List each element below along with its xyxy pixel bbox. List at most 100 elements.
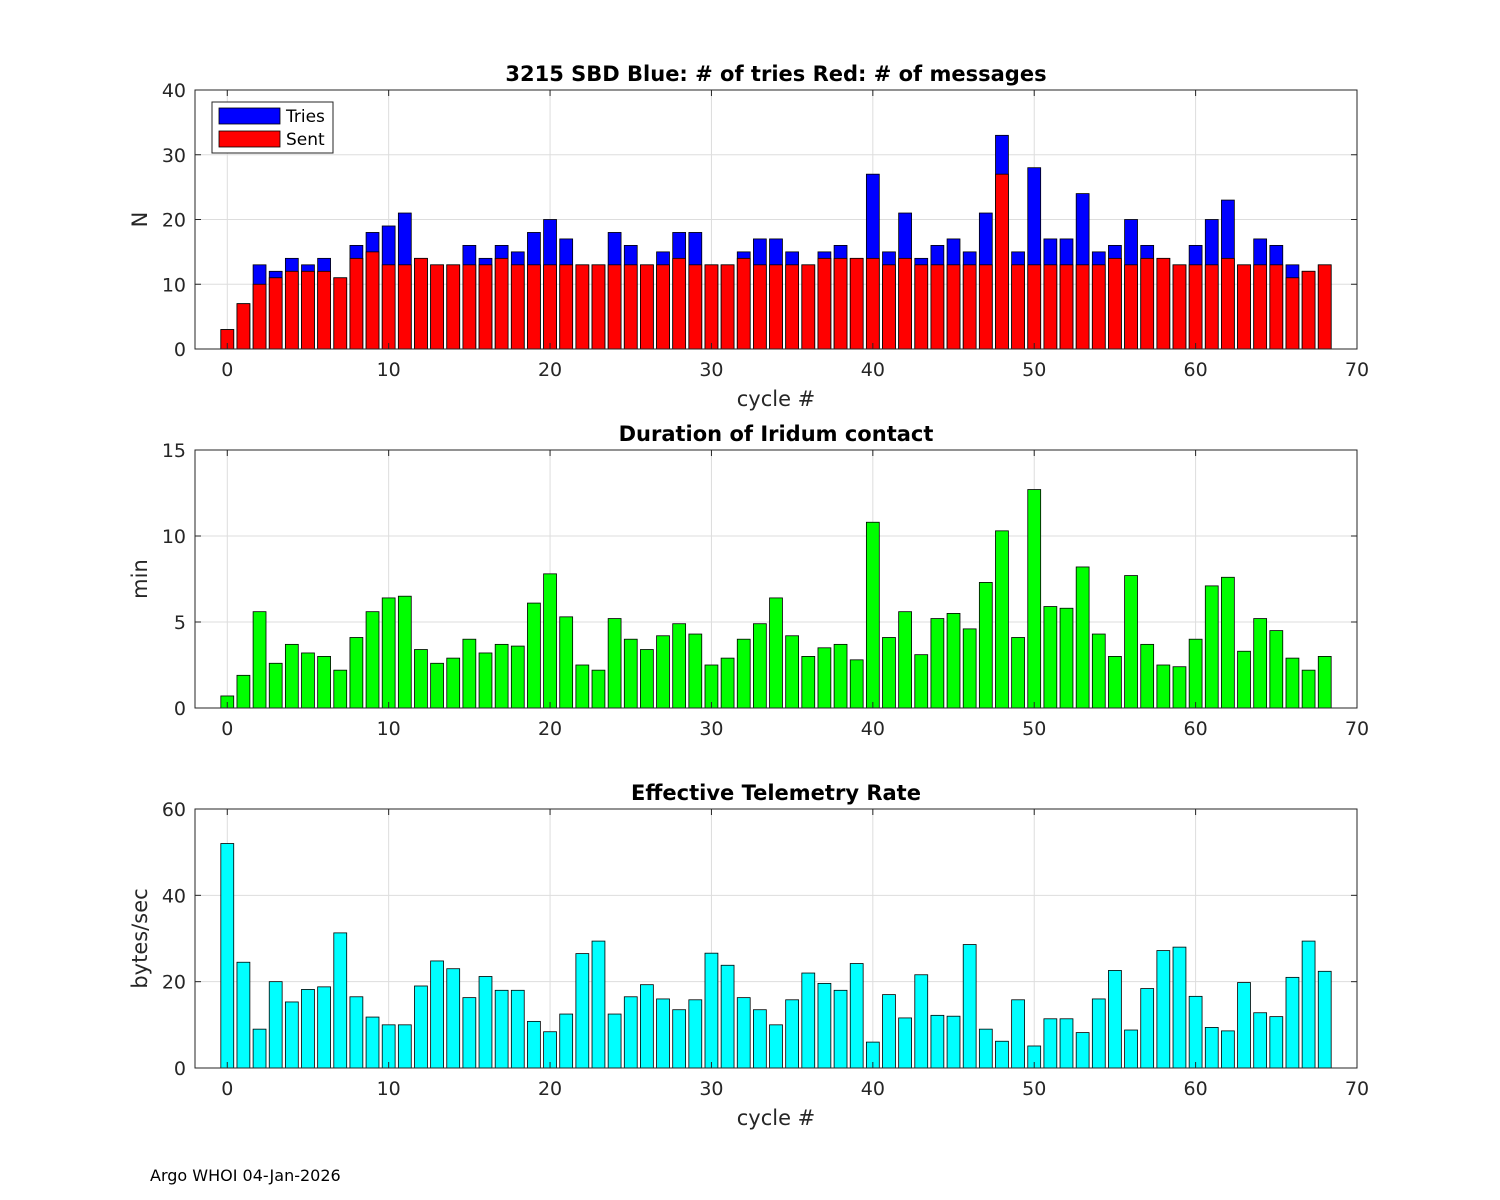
panel2-bar	[623, 638, 638, 709]
panel2-bar	[333, 669, 348, 709]
panel3-bar	[1140, 988, 1155, 1069]
panel3-xtick-label: 70	[1345, 1078, 1369, 1100]
panel2-bar	[882, 637, 896, 709]
panel3-bar	[753, 1009, 767, 1069]
panel2-bar	[591, 669, 606, 709]
panel1-xtick-label: 10	[377, 359, 401, 381]
panel2-bar	[607, 618, 622, 709]
panel3-bar	[688, 999, 703, 1069]
panel3-bar	[349, 996, 364, 1069]
panel3-bar	[1269, 1016, 1284, 1069]
panel3-bar	[995, 1040, 1009, 1069]
panel2-bar	[1091, 633, 1106, 709]
panel2-bar	[817, 647, 832, 709]
panel3-xlabel: cycle #	[737, 1106, 816, 1130]
panel1-bar-sent	[640, 264, 654, 350]
panel1-bar-sent	[559, 264, 574, 350]
panel2-xtick-label: 50	[1022, 718, 1046, 740]
panel1-bar-sent	[962, 264, 977, 350]
panel1-bar-sent	[849, 257, 864, 350]
panel2-bar	[559, 616, 574, 709]
panel3-bar	[220, 843, 235, 1069]
panel2-bar	[462, 638, 477, 709]
panel1-bar-sent	[769, 264, 783, 350]
panel3-bar	[801, 972, 816, 1069]
panel3-bar	[381, 1024, 396, 1069]
panel2-bar	[914, 654, 929, 709]
panel1-bar-sent	[1075, 264, 1090, 350]
panel3-bar	[1204, 1027, 1219, 1069]
panel2-bar	[849, 659, 864, 709]
panel1-ytick-label: 20	[162, 210, 186, 232]
panel3-bar	[704, 952, 719, 1069]
panel3-bar	[656, 998, 670, 1069]
panel3-bar	[494, 989, 509, 1069]
panel2-bar	[930, 618, 945, 709]
panel1-ytick-label: 30	[162, 145, 186, 167]
panel1-bar-sent	[1027, 264, 1042, 350]
panel2-xtick-label: 30	[699, 718, 723, 740]
panel2-bar	[688, 633, 703, 709]
panel1-bar-sent	[1156, 257, 1171, 350]
panel3-bar	[769, 1024, 783, 1069]
panel2-bar	[494, 643, 509, 709]
panel1-bar-sent	[527, 264, 541, 350]
panel3-bar	[898, 1017, 912, 1069]
panel3-bar	[962, 944, 977, 1069]
panel3-bar	[301, 989, 315, 1069]
panel1-bar-sent	[1269, 264, 1284, 350]
panel2-bar	[946, 613, 961, 709]
panel1-bar-sent	[688, 264, 703, 350]
panel1-bar-sent	[268, 277, 283, 350]
panel3-bar	[1091, 998, 1106, 1069]
panel3-bar	[914, 974, 929, 1069]
panel3-bar	[575, 953, 590, 1069]
panel3-title: Effective Telemetry Rate	[631, 781, 921, 805]
panel3-bar	[252, 1028, 267, 1069]
panel2-title: Duration of Iridum contact	[619, 422, 934, 446]
panel2-bar	[1172, 666, 1187, 709]
panel1-bar-sent	[607, 264, 622, 350]
panel2-axes-box	[194, 449, 1358, 709]
panel1-bar-sent	[333, 277, 348, 350]
panel3-xtick-label: 60	[1184, 1078, 1208, 1100]
panel2-bar	[978, 582, 993, 709]
panel3-bar	[607, 1013, 622, 1069]
panel3-bar	[623, 996, 638, 1069]
panel3-bar	[1188, 995, 1203, 1069]
panel1-legend-label-sent: Sent	[286, 130, 325, 150]
panel3-bar	[1301, 940, 1316, 1069]
panel2-bar	[1059, 607, 1074, 709]
panel1-bar-sent	[1285, 277, 1300, 350]
panel2-bar	[1124, 575, 1138, 709]
panel1-bar-sent	[930, 264, 945, 350]
panel1-bar-sent	[414, 257, 428, 350]
panel1-bar-sent	[446, 264, 461, 350]
panel1-bar-sent	[478, 264, 493, 350]
panel1-bar-sent	[301, 270, 315, 350]
panel1-xtick-label: 60	[1184, 359, 1208, 381]
panel3-bar	[978, 1028, 993, 1069]
panel1-bar-sent	[720, 264, 735, 350]
panel2-bar	[801, 656, 816, 709]
panel2-xtick-label: 20	[538, 718, 562, 740]
panel3-bar	[882, 994, 896, 1069]
panel3-ytick-label: 60	[162, 799, 186, 821]
panel1-bar-sent	[365, 251, 380, 350]
panel2-bar	[898, 611, 912, 709]
panel3-bar	[1059, 1018, 1074, 1069]
panel2-bar	[543, 573, 557, 709]
footer-label: Argo WHOI 04-Jan-2026	[150, 1166, 341, 1185]
panel3-bar	[478, 976, 493, 1069]
panel2-bar	[1156, 664, 1171, 709]
panel2-bar	[704, 664, 719, 709]
panel1-xlabel: cycle #	[737, 387, 816, 411]
panel3-bar	[268, 981, 283, 1069]
panel2-bar	[720, 657, 735, 709]
panel2-bar	[1285, 657, 1300, 709]
panel3-bar	[1075, 1032, 1090, 1069]
panel1-bar-sent	[865, 257, 880, 350]
panel3-xtick-label: 20	[538, 1078, 562, 1100]
panel1-bar-sent	[1091, 264, 1106, 350]
panel2-bar	[962, 628, 977, 709]
